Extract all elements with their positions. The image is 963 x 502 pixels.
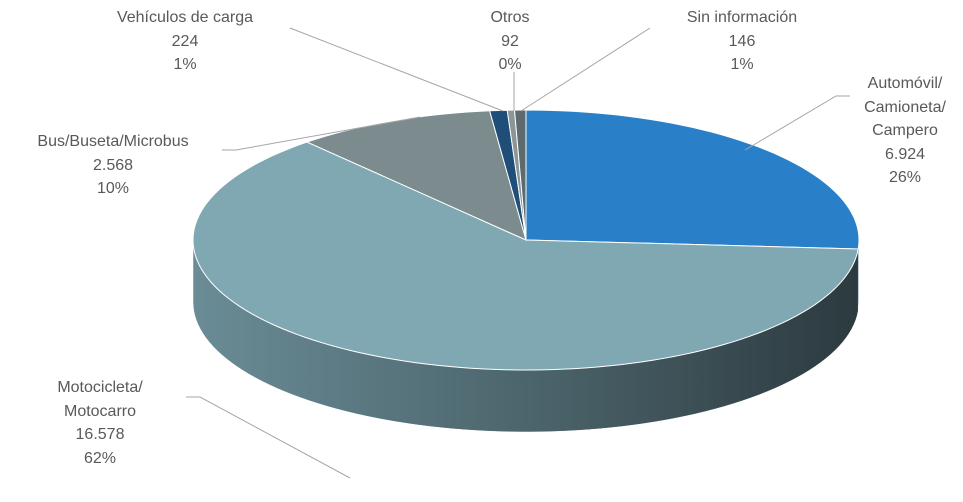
percentage-label: 26% (888, 169, 922, 186)
data-label: Motocicleta/ Motocarro 16.578 62% (57, 376, 142, 470)
category-label: Motocicleta/ Motocarro (57, 379, 143, 420)
leader-line (520, 27, 651, 112)
value-label: 224 (171, 32, 199, 50)
category-label: Vehículos de carga (116, 9, 254, 26)
leader-line (186, 396, 351, 479)
value-label: 6.924 (884, 145, 926, 163)
slice (525, 109, 860, 250)
value-label: 2.568 (92, 156, 134, 174)
category-label: Sin información (686, 9, 798, 26)
data-label: Bus/Buseta/Microbus 2.568 10% (37, 130, 188, 201)
slice (305, 110, 527, 241)
category-label: Otros (490, 9, 530, 26)
category-label: Automóvil/ Camioneta/ Campero (864, 75, 946, 139)
leader-line (744, 95, 850, 151)
percentage-label: 1% (173, 56, 197, 73)
data-label: Otros 92 0% (490, 6, 529, 77)
leader-line (289, 27, 504, 112)
percentage-label: 0% (498, 56, 522, 73)
category-label: Bus/Buseta/Microbus (37, 133, 189, 150)
value-label: 16.578 (75, 426, 125, 443)
percentage-label: 10% (96, 180, 130, 197)
percentage-label: 1% (730, 56, 754, 73)
value-label: 92 (501, 32, 519, 50)
value-label: 146 (728, 32, 756, 50)
data-label: Vehículos de carga 224 1% (117, 6, 253, 77)
data-label: Automóvil/ Camioneta/ Campero 6.924 26% (864, 72, 946, 190)
percentage-label: 62% (83, 449, 117, 467)
data-label: Sin información 146 1% (687, 6, 797, 77)
slice (192, 141, 859, 371)
leader-line (222, 116, 421, 151)
slice (513, 109, 527, 241)
